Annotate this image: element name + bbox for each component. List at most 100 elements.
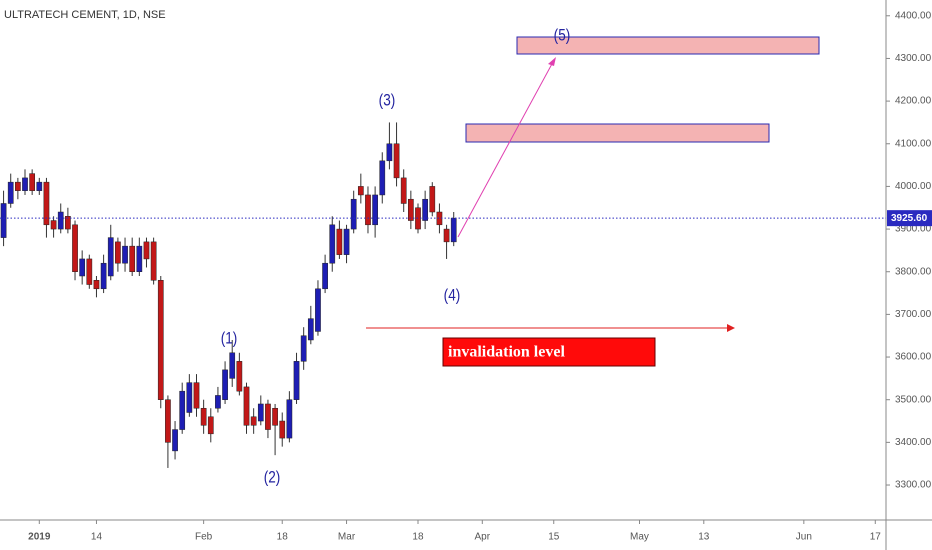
candle-body [172, 429, 178, 452]
candle-body [450, 217, 457, 243]
candle-body [15, 181, 21, 191]
y-tick-label: 4300.00 [895, 53, 932, 64]
candle-body [115, 241, 121, 264]
y-tick-label: 3700.00 [895, 309, 932, 320]
y-tick-label: 3600.00 [895, 352, 932, 363]
candle-body [307, 318, 314, 341]
candle-body [350, 198, 357, 230]
candle-body [279, 420, 286, 439]
candle-body [272, 407, 278, 426]
candle-body [72, 224, 78, 272]
candle-body [7, 181, 14, 204]
candle-body [215, 395, 221, 409]
x-tick-label: May [630, 532, 649, 543]
candle-body [222, 369, 228, 400]
x-tick-label: 17 [870, 532, 882, 543]
candle-body [286, 399, 293, 439]
y-tick-label: 3400.00 [895, 437, 932, 448]
candle-body [429, 186, 436, 213]
target-zone [465, 123, 770, 143]
wave-label: (5) [554, 26, 571, 45]
candle-body [329, 224, 336, 264]
candle-body [386, 143, 393, 162]
candle-body [265, 403, 271, 430]
wave-label: (4) [444, 286, 461, 305]
y-tick-label: 3800.00 [895, 266, 932, 277]
y-tick-label: 4200.00 [895, 96, 932, 107]
wave-label: (1) [221, 329, 238, 348]
arrow-head [548, 57, 556, 66]
candle-body [322, 262, 328, 290]
x-tick-label: 15 [548, 532, 560, 543]
projection-arrow [457, 61, 554, 238]
candle-body [393, 143, 400, 179]
candle-body [300, 335, 307, 362]
candle-body [93, 280, 100, 290]
candle-body [100, 262, 107, 290]
x-tick-label: 18 [277, 532, 289, 543]
arrow-head [727, 324, 735, 332]
y-tick-label: 4000.00 [895, 181, 932, 192]
x-tick-label: Feb [195, 532, 213, 543]
candle-body [65, 216, 71, 230]
candle-body [243, 386, 250, 426]
candle-body [229, 352, 236, 379]
candle-body [293, 361, 300, 400]
x-tick-label: 18 [412, 532, 424, 543]
chart-title: ULTRATECH CEMENT, 1D, NSE [4, 9, 166, 21]
candle-body [336, 228, 343, 255]
candle-body [186, 382, 193, 413]
y-tick-label: 3300.00 [895, 480, 932, 491]
target-zone [516, 36, 820, 55]
candle-body [22, 177, 28, 191]
candle-body [150, 241, 157, 281]
x-tick-label: Jun [796, 532, 812, 543]
candle-body [400, 177, 407, 204]
y-tick-label: 4400.00 [895, 10, 932, 21]
x-tick-label: 13 [698, 532, 710, 543]
x-tick-label: 2019 [28, 532, 51, 543]
candle-body [443, 228, 450, 243]
candle-body [29, 173, 36, 191]
candle-body [50, 220, 57, 230]
candle-body [43, 181, 50, 226]
candle-body [165, 399, 171, 443]
candle-body [136, 245, 143, 272]
wave-label: (3) [379, 91, 396, 110]
candle-body [57, 211, 64, 230]
x-tick-label: Mar [338, 532, 356, 543]
candle-body [372, 194, 378, 226]
x-tick-label: Apr [475, 532, 491, 543]
candle-body [407, 198, 414, 221]
candle-body [236, 361, 243, 392]
wave-label: (2) [264, 468, 281, 487]
candle-body [315, 288, 321, 332]
candle-body [122, 245, 128, 264]
candle-body [157, 280, 164, 400]
y-tick-label: 3900.00 [895, 224, 932, 235]
last-price-tag [887, 210, 932, 227]
candle-body [207, 416, 214, 435]
candle-body [129, 245, 136, 272]
candle-body [365, 194, 371, 226]
y-tick-label: 3500.00 [895, 394, 932, 405]
candle-body [200, 407, 207, 426]
y-tick-label: 4100.00 [895, 138, 932, 149]
candle-body [107, 237, 114, 277]
candle-body [379, 160, 386, 196]
candle-body [79, 258, 86, 277]
invalidation-box [442, 337, 656, 367]
candle-body [250, 416, 257, 426]
candle-body [179, 390, 186, 430]
candle-body [36, 181, 43, 191]
candle-body [143, 241, 150, 260]
candle-body [193, 382, 200, 409]
candle-body [343, 228, 350, 255]
candle-body [86, 258, 93, 285]
x-tick-label: 14 [91, 532, 103, 543]
invalidation-label: invalidation level [448, 344, 565, 361]
candle-body [422, 198, 428, 221]
last-price-label: 3925.60 [891, 213, 928, 224]
candle-body [0, 203, 7, 238]
